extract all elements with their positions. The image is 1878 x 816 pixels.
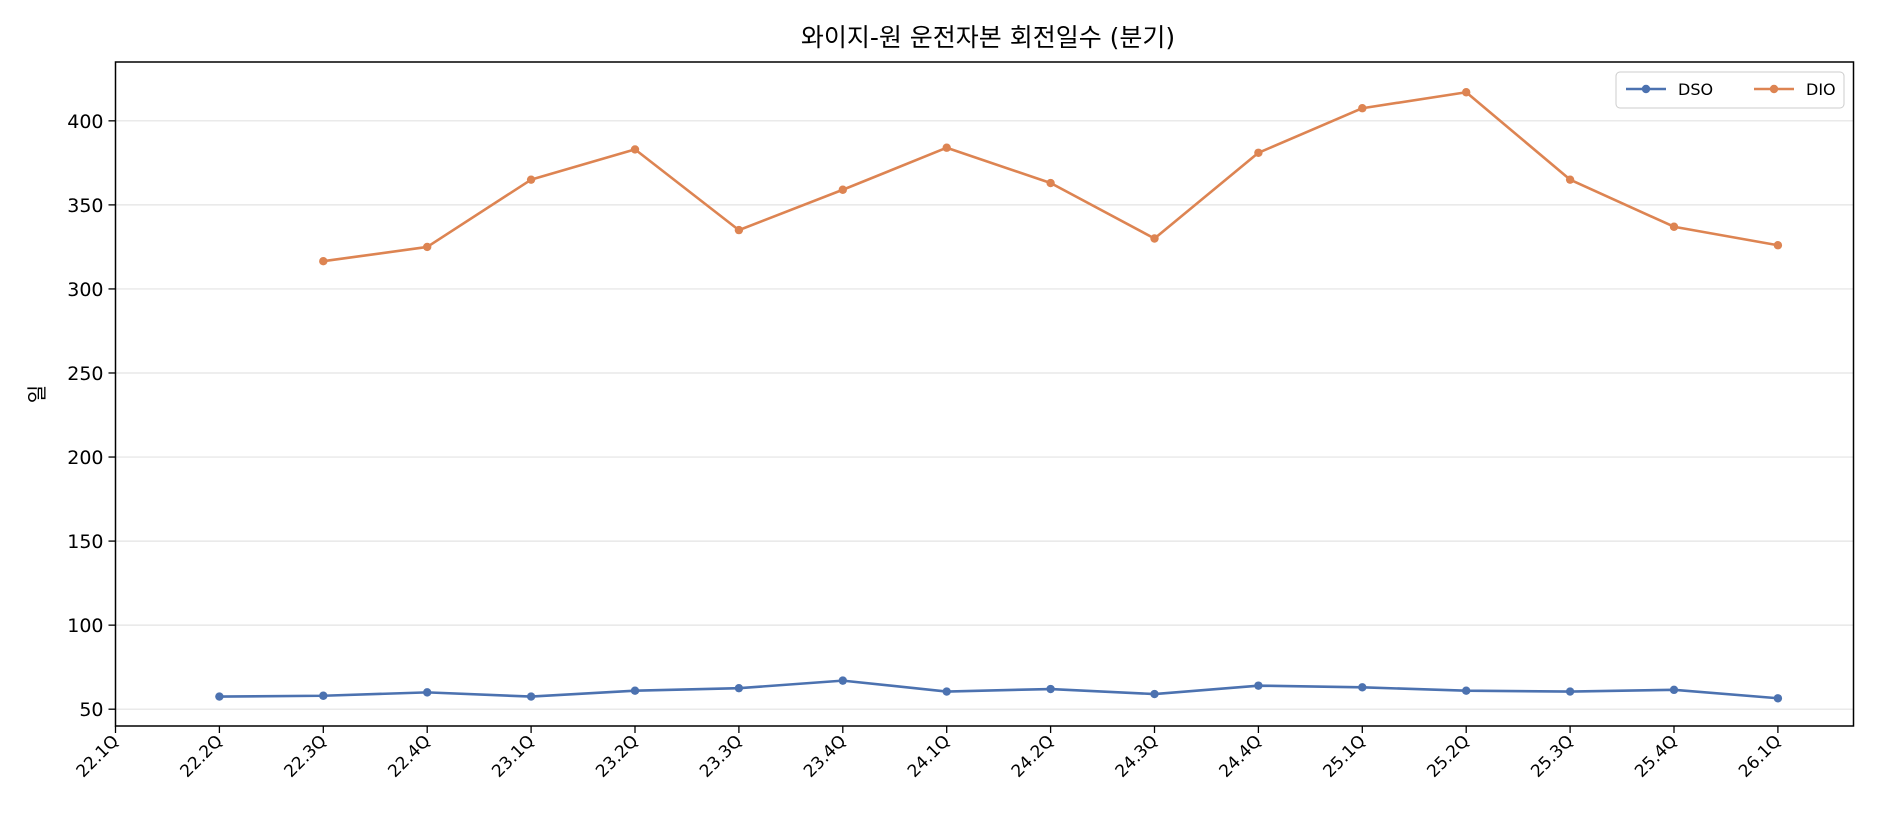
chart-title: 와이지-원 운전자본 회전일수 (분기)	[801, 23, 1175, 52]
data-point-dio-25.3Q	[1565, 175, 1575, 184]
data-point-dio-24.4Q	[1254, 148, 1263, 157]
x-tick-label: 25.1Q	[1319, 731, 1369, 781]
x-tick-label: 22.1Q	[73, 731, 123, 781]
x-tick-label: 23.2Q	[592, 731, 642, 781]
x-tick-label: 25.4Q	[1631, 731, 1681, 781]
grid-layer	[115, 120, 1854, 710]
data-point-dso-23.4Q	[838, 676, 847, 685]
data-point-dio-24.3Q	[1150, 234, 1159, 243]
data-point-dso-24.4Q	[1254, 681, 1263, 690]
data-point-dso-22.3Q	[319, 691, 328, 700]
legend-item-dio: DIO	[1754, 80, 1836, 99]
x-tick-label: 22.3Q	[280, 731, 330, 781]
data-point-dso-25.2Q	[1462, 686, 1471, 695]
data-point-dio-25.4Q	[1669, 222, 1679, 231]
y-tick-label: 300	[67, 279, 103, 301]
y-tick-label: 100	[67, 615, 103, 637]
x-tick-label: 24.1Q	[904, 731, 954, 781]
legend-label-dio: DIO	[1806, 80, 1836, 99]
legend-marker-dso	[1641, 84, 1651, 94]
data-point-dso-23.2Q	[630, 686, 640, 695]
series-dio	[319, 88, 1783, 266]
data-point-dio-23.4Q	[838, 185, 847, 194]
x-tick-label: 24.3Q	[1112, 731, 1162, 781]
data-point-dio-24.1Q	[942, 143, 951, 152]
legend: DSO DIO	[1615, 71, 1845, 109]
series-dso	[215, 676, 1783, 703]
data-point-dio-25.2Q	[1462, 88, 1471, 97]
series-line-dso	[219, 679, 1779, 700]
x-tick-label: 22.4Q	[384, 731, 434, 781]
data-point-dso-24.2Q	[1046, 684, 1055, 694]
x-tick-label: 23.3Q	[696, 731, 746, 781]
data-point-dio-22.4Q	[423, 242, 432, 252]
series-layer	[215, 88, 1783, 703]
data-point-dso-23.3Q	[734, 683, 744, 693]
data-point-dio-24.2Q	[1046, 178, 1055, 188]
data-point-dso-23.1Q	[526, 692, 536, 701]
y-tick-label: 250	[67, 363, 103, 385]
data-point-dso-24.3Q	[1150, 689, 1159, 699]
x-tick-label: 24.4Q	[1216, 731, 1266, 781]
data-point-dio-23.1Q	[526, 175, 536, 184]
x-tick-label: 23.1Q	[488, 731, 538, 781]
y-axis-label: 일	[25, 385, 49, 403]
y-tick-label: 350	[67, 195, 103, 217]
x-tick-label: 24.2Q	[1008, 731, 1058, 781]
data-point-dso-26.1Q	[1773, 694, 1783, 703]
data-point-dio-23.2Q	[630, 145, 640, 154]
legend-marker-dio	[1769, 84, 1779, 94]
legend-label-dso: DSO	[1678, 80, 1713, 99]
data-point-dso-24.1Q	[942, 687, 951, 696]
y-tick-label: 200	[67, 447, 103, 469]
x-tick-label: 26.1Q	[1735, 731, 1785, 781]
data-point-dso-25.3Q	[1565, 687, 1575, 696]
y-tick-label: 50	[79, 699, 103, 721]
series-line-dio	[323, 90, 1779, 263]
plot-frame	[114, 61, 1855, 727]
data-point-dio-23.3Q	[734, 225, 744, 235]
data-point-dio-25.1Q	[1358, 104, 1367, 113]
data-point-dso-25.4Q	[1669, 685, 1679, 695]
y-tick-label: 150	[67, 531, 103, 553]
data-point-dso-22.2Q	[215, 692, 224, 701]
legend-box	[1615, 71, 1845, 109]
data-point-dio-26.1Q	[1773, 241, 1783, 250]
axis-layer: 50 100 150 200 250 300 350 400 22.1Q 22.2Q 22.3Q 22…	[67, 111, 1785, 782]
data-point-dio-22.3Q	[319, 257, 328, 266]
x-tick-label: 25.3Q	[1527, 731, 1577, 781]
x-tick-label: 22.2Q	[177, 731, 227, 781]
data-point-dso-22.4Q	[423, 688, 432, 697]
data-point-dso-25.1Q	[1358, 683, 1367, 692]
x-tick-label: 25.2Q	[1423, 731, 1473, 781]
y-tick-label: 400	[67, 111, 103, 133]
legend-item-dso: DSO	[1626, 80, 1713, 99]
x-tick-label: 23.4Q	[800, 731, 850, 781]
